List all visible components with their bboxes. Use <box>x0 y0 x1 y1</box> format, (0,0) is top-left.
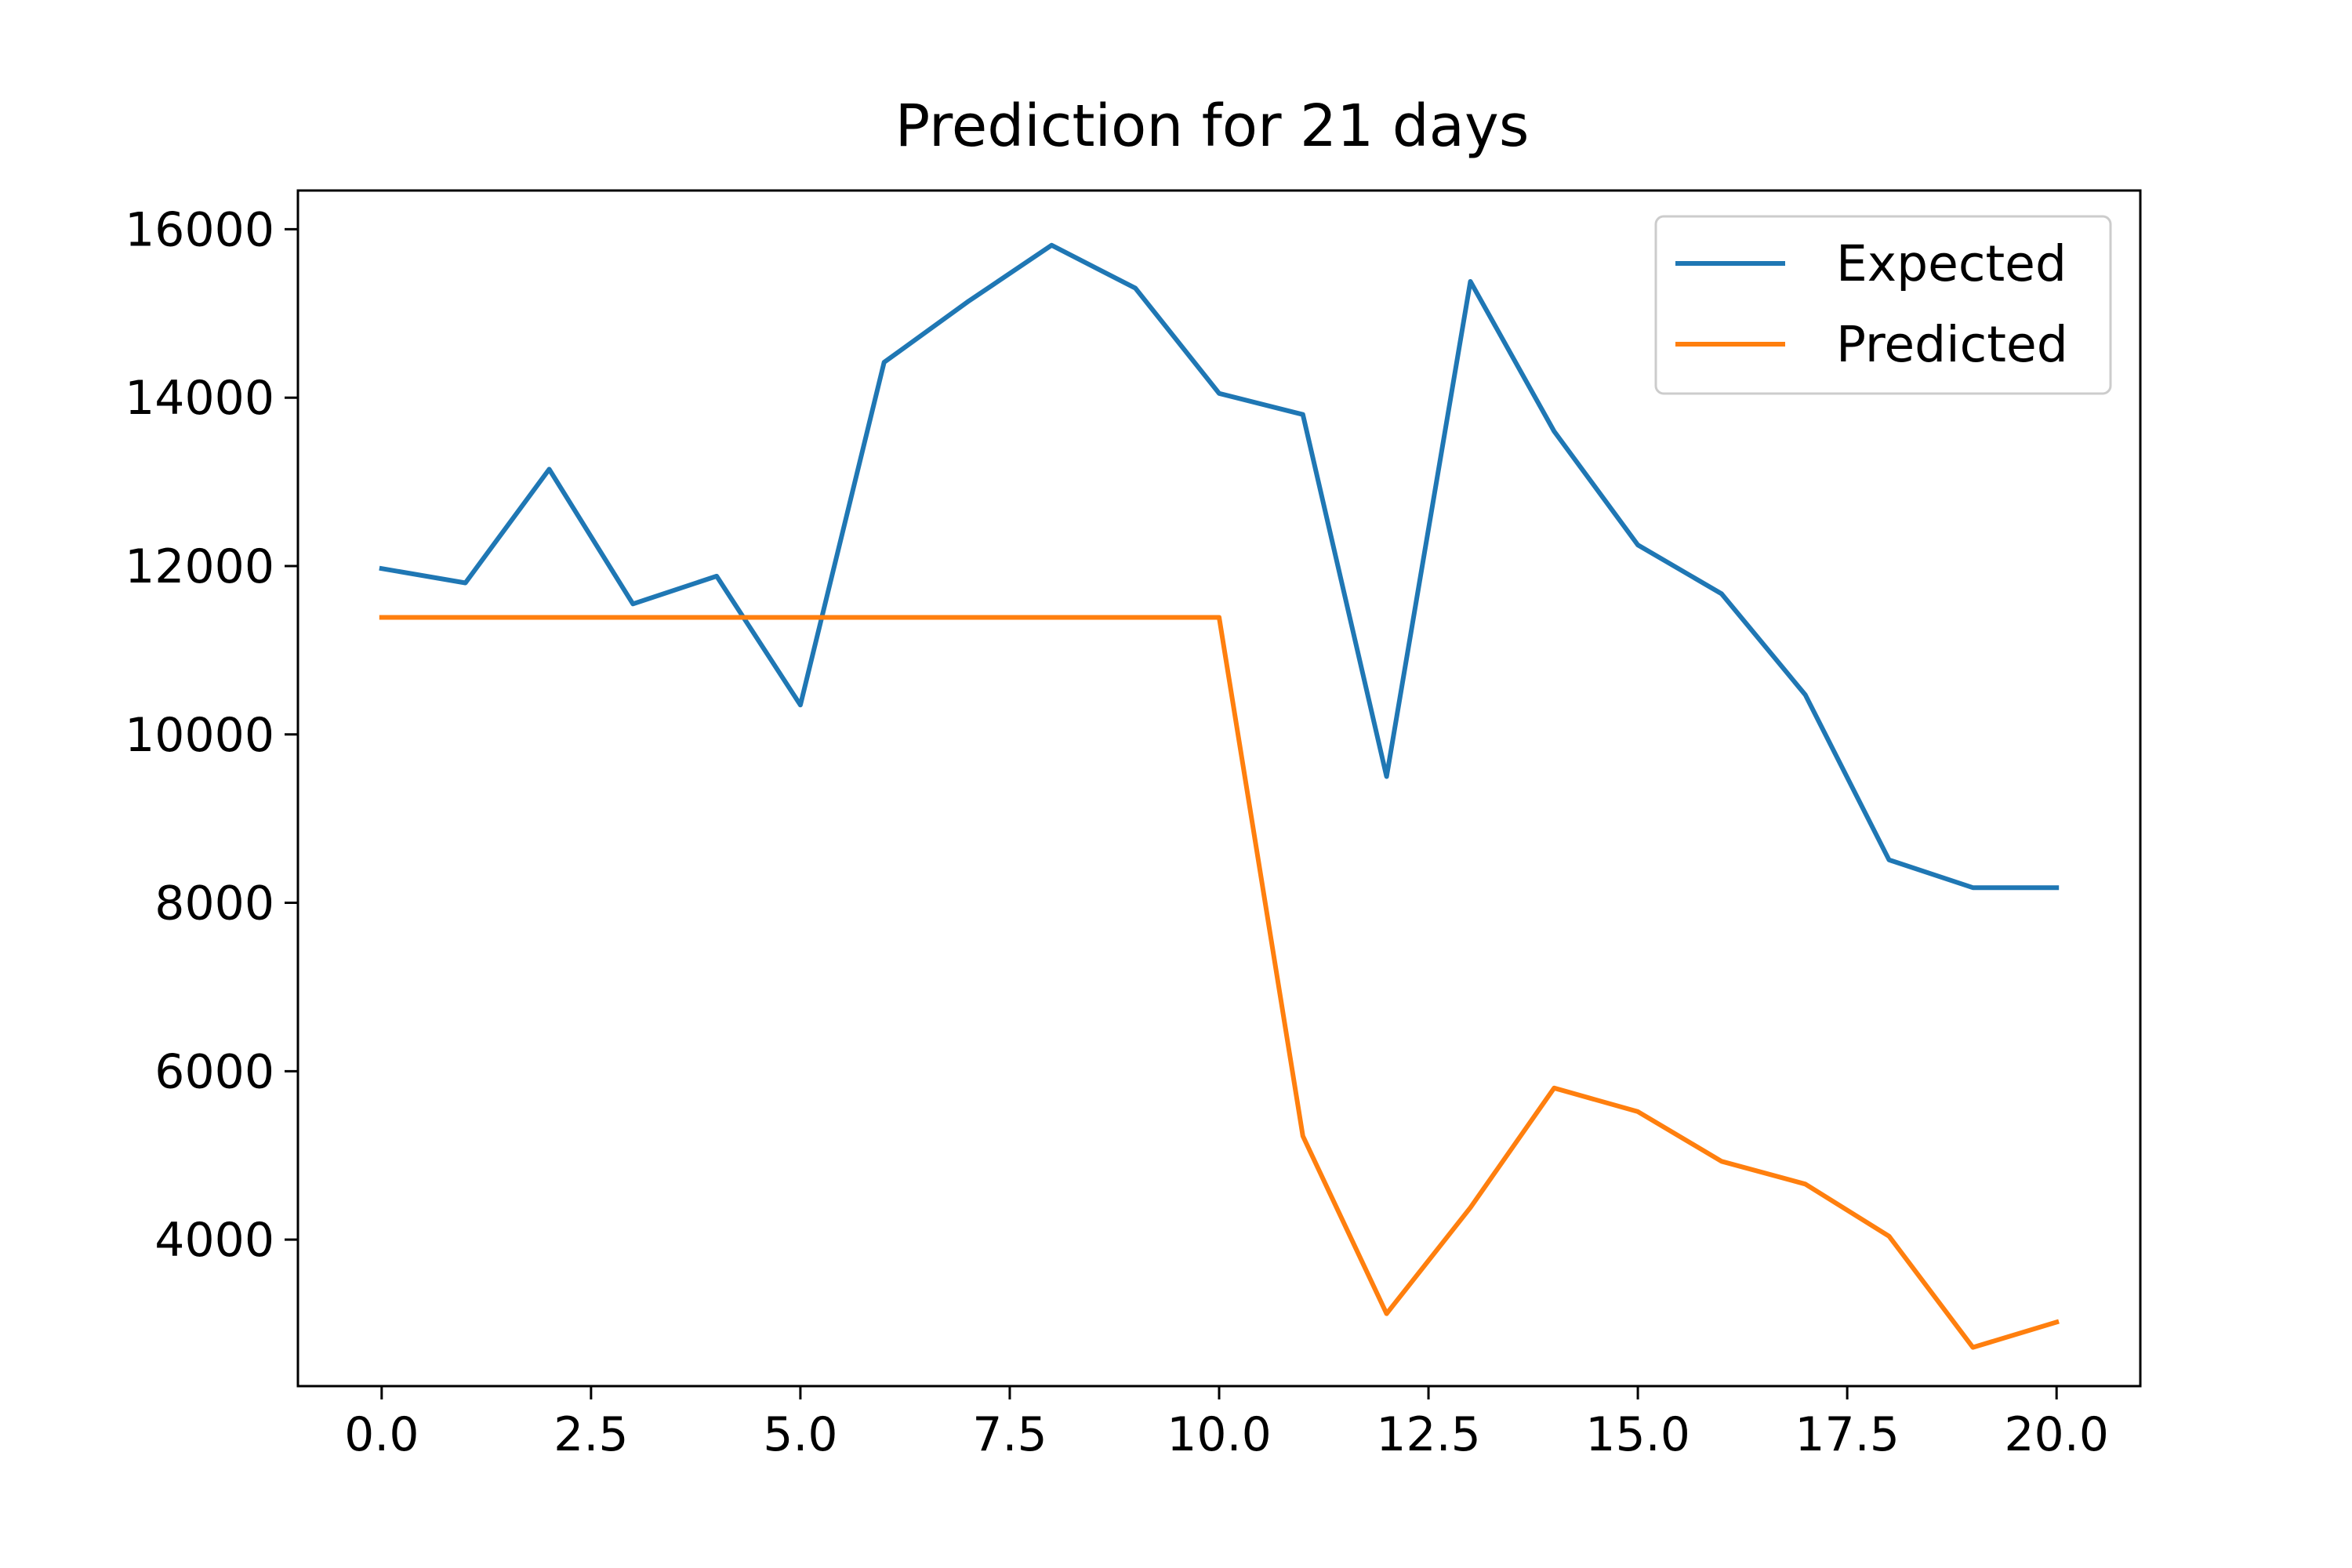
data-point-predicted <box>463 615 468 619</box>
data-point-expected <box>966 299 971 304</box>
data-point-predicted <box>1635 1109 1640 1114</box>
data-point-expected <box>1552 429 1556 434</box>
data-point-predicted <box>2054 1319 2059 1324</box>
x-tick-label: 0.0 <box>344 1407 419 1462</box>
x-tick-label: 5.0 <box>763 1407 837 1462</box>
series-layer <box>379 242 2060 1350</box>
x-tick-label: 2.5 <box>554 1407 628 1462</box>
x-tick-label: 10.0 <box>1167 1407 1272 1462</box>
data-point-predicted <box>798 615 803 619</box>
x-tick-label: 7.5 <box>972 1407 1047 1462</box>
data-point-expected <box>1635 543 1640 547</box>
data-point-expected <box>1133 286 1138 291</box>
data-point-expected <box>546 466 551 471</box>
data-point-predicted <box>1049 615 1054 619</box>
data-point-expected <box>1970 885 1975 890</box>
series-line-expected <box>379 242 2060 891</box>
data-point-predicted <box>1719 1159 1724 1163</box>
y-tick-label: 14000 <box>125 371 274 426</box>
data-point-expected <box>1385 774 1389 779</box>
y-tick-label: 12000 <box>125 539 274 594</box>
data-point-predicted <box>1887 1234 1892 1239</box>
data-point-expected <box>630 601 635 606</box>
data-point-predicted <box>1217 615 1221 619</box>
data-point-expected <box>463 580 468 585</box>
y-tick-label: 10000 <box>125 708 274 763</box>
legend: Expected Predicted <box>1654 215 2112 395</box>
x-tick-label: 20.0 <box>2004 1407 2109 1462</box>
y-tick-label: 4000 <box>154 1213 274 1268</box>
data-point-expected <box>379 566 384 571</box>
y-tick-label: 6000 <box>154 1044 274 1099</box>
data-point-expected <box>714 574 719 579</box>
data-point-predicted <box>546 615 551 619</box>
data-point-expected <box>1301 412 1305 417</box>
series-line-predicted <box>379 615 2060 1350</box>
x-tick-label: 17.5 <box>1795 1407 1900 1462</box>
data-point-expected <box>1468 279 1472 284</box>
data-point-expected <box>882 360 887 365</box>
chart-title: Prediction for 21 days <box>895 93 1530 160</box>
data-point-expected <box>1887 858 1892 862</box>
data-point-predicted <box>1552 1086 1556 1091</box>
x-tick-label: 12.5 <box>1376 1407 1481 1462</box>
data-point-predicted <box>1970 1345 1975 1350</box>
data-point-predicted <box>714 615 719 619</box>
data-point-predicted <box>1385 1312 1389 1316</box>
data-point-predicted <box>1468 1205 1472 1210</box>
data-point-expected <box>1803 692 1808 697</box>
data-point-predicted <box>379 615 384 619</box>
legend-label-predicted: Predicted <box>1836 316 2068 373</box>
data-point-expected <box>1719 591 1724 596</box>
y-tick-label: 16000 <box>125 202 274 257</box>
x-axis: 0.0 2.5 5.0 7.5 10.0 12.5 15.0 17.5 20.0 <box>344 1386 2109 1462</box>
data-point-predicted <box>882 615 887 619</box>
data-point-predicted <box>1133 615 1138 619</box>
y-tick-label: 8000 <box>154 877 274 931</box>
legend-label-expected: Expected <box>1836 235 2067 292</box>
y-axis: 4000 6000 8000 10000 12000 14000 16000 <box>125 202 298 1268</box>
data-point-predicted <box>630 615 635 619</box>
data-point-predicted <box>1803 1181 1808 1186</box>
data-point-expected <box>2054 885 2059 890</box>
legend-box <box>1654 215 2112 395</box>
data-point-predicted <box>966 615 971 619</box>
data-point-expected <box>1049 243 1054 248</box>
data-point-expected <box>1217 391 1221 396</box>
data-point-predicted <box>1301 1134 1305 1138</box>
data-point-expected <box>798 702 803 707</box>
x-tick-label: 15.0 <box>1585 1407 1690 1462</box>
